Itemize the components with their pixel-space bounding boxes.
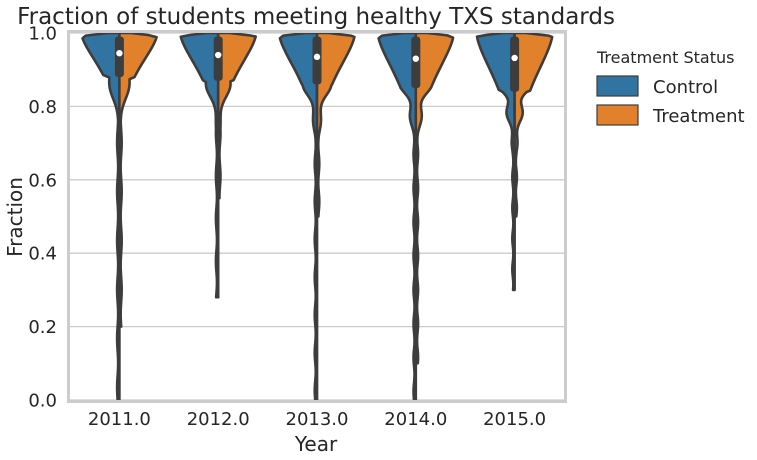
median-point — [116, 49, 123, 57]
violins — [81, 31, 554, 402]
violin-2015.0 — [475, 31, 554, 292]
y-tick-label: 0.4 — [28, 244, 57, 265]
legend-label-control: Control — [653, 77, 718, 98]
y-axis-label: Fraction — [3, 177, 27, 257]
plot-frame — [67, 30, 567, 403]
x-tick-label: 2014.0 — [384, 409, 447, 430]
legend-swatch-control — [596, 75, 639, 97]
x-tick-label: 2013.0 — [286, 409, 349, 430]
y-tick-labels: 0.0 0.2 0.4 0.6 0.8 1.0 — [28, 24, 57, 412]
violin-2013.0 — [278, 31, 356, 402]
y-tick-label: 0.6 — [28, 170, 57, 191]
chart-title: Fraction of students meeting healthy TXS… — [17, 4, 615, 30]
violin-half-treatment — [513, 31, 554, 218]
y-tick-label: 1.0 — [28, 24, 57, 45]
violin-half-control — [377, 31, 418, 402]
median-point — [215, 51, 222, 59]
x-tick-label: 2012.0 — [187, 409, 250, 430]
violin-half-treatment — [315, 31, 356, 218]
y-tick-label: 0.8 — [28, 97, 57, 118]
median-point — [313, 53, 321, 61]
iqr-box — [411, 36, 421, 89]
iqr-box — [312, 36, 322, 85]
legend-swatch-treatment — [596, 104, 639, 126]
x-axis-label: Year — [294, 432, 338, 456]
violin-half-control — [278, 31, 319, 402]
violin-2012.0 — [179, 31, 257, 299]
violin-half-control — [179, 31, 220, 299]
x-tick-label: 2015.0 — [483, 409, 546, 430]
violin-half-control — [475, 31, 516, 292]
x-tick-labels: 2011.0 2012.0 2013.0 2014.0 2015.0 — [88, 409, 546, 430]
legend-title: Treatment Status — [596, 48, 734, 67]
violin-2011.0 — [81, 31, 158, 402]
violin-half-control — [81, 31, 121, 402]
violin-half-treatment — [414, 31, 455, 365]
median-point — [412, 55, 419, 62]
y-tick-label: 0.2 — [28, 317, 57, 338]
iqr-box — [213, 36, 223, 81]
iqr-box — [114, 36, 124, 78]
y-tick-label: 0.0 — [28, 391, 57, 412]
iqr-box — [510, 36, 520, 92]
x-tick-label: 2011.0 — [88, 409, 151, 430]
legend-label-treatment: Treatment — [652, 106, 745, 127]
median-point — [511, 54, 518, 62]
legend: Treatment Status Control Treatment — [596, 48, 745, 127]
violin-2014.0 — [377, 31, 455, 402]
violin-half-treatment — [216, 31, 257, 200]
